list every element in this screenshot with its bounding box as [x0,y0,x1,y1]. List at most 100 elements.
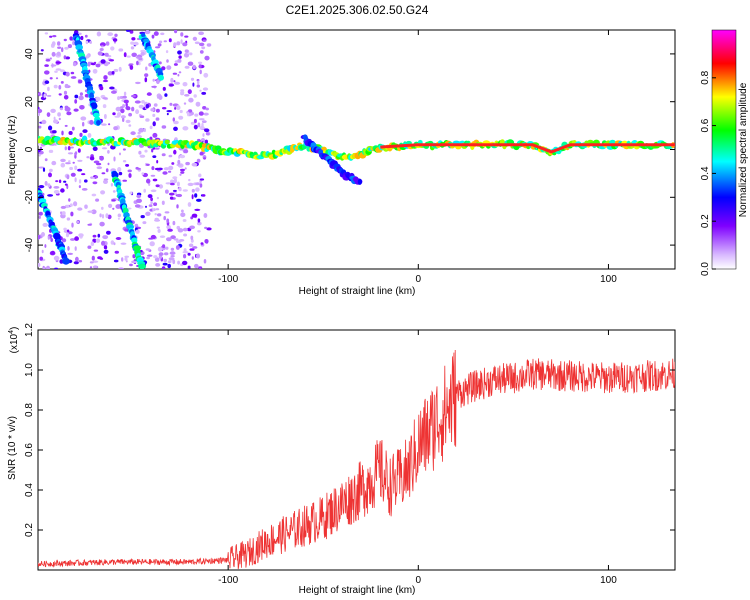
noise-cell [45,59,51,62]
noise-cell [196,84,200,88]
noise-cell [130,41,135,45]
noise-cell [103,249,109,254]
ridge-cell [75,44,83,51]
noise-cell [52,130,57,134]
noise-cell [84,204,88,209]
spectrogram-x-tick-label: 0 [416,274,422,285]
noise-cell [89,40,92,44]
noise-cell [151,148,154,153]
noise-cell [44,158,48,162]
noise-cell [107,150,110,154]
noise-cell [169,192,175,196]
noise-cell [194,208,201,211]
noise-cell [187,265,191,269]
noise-cell [74,99,78,104]
noise-cell [89,266,93,269]
noise-cell [159,235,166,238]
noise-cell [150,189,157,193]
noise-cell [135,229,140,234]
ridge-cell [91,103,98,109]
noise-cell [99,48,104,51]
noise-cell [146,254,153,257]
noise-cell [180,171,185,174]
noise-cell [87,223,92,226]
ridge-cell [357,178,362,185]
noise-cell [167,228,173,232]
spectrogram-y-tick-label: 20 [24,96,35,108]
noise-cell [51,41,56,47]
noise-cell [46,265,50,269]
noise-cell [78,32,82,35]
noise-cell [61,211,66,216]
noise-cell [157,213,162,217]
noise-cell [180,39,183,44]
noise-cell [202,106,207,110]
noise-cell [60,81,64,84]
noise-cell [115,237,122,240]
noise-cell [47,194,54,197]
ridge-cell [158,74,164,81]
noise-cell [205,132,210,136]
noise-cell [80,35,84,41]
noise-cell [151,85,158,88]
spectrogram-x-label: Height of straight line (km) [299,286,416,297]
noise-cell [70,172,76,177]
noise-cell [70,146,74,149]
noise-cell [146,163,150,166]
noise-cell [152,78,155,82]
noise-cell [38,211,43,216]
noise-cell [182,42,188,47]
noise-cell [177,260,181,265]
noise-cell [63,227,67,231]
noise-cell [55,180,59,183]
noise-cell [44,32,49,35]
noise-cell [150,197,154,201]
noise-cell [172,220,176,226]
noise-cell [198,173,202,178]
noise-cell [178,55,182,59]
noise-cell [152,121,156,127]
noise-cell [204,239,209,244]
noise-cell [128,112,133,117]
noise-cell [66,174,70,180]
snr-y-tick-label: 0.4 [24,483,35,497]
noise-cell [166,218,170,224]
noise-cell [55,68,62,71]
noise-cell [146,256,151,260]
noise-cell [103,75,108,80]
noise-cell [104,52,109,57]
noise-cell [123,99,129,104]
noise-cell [156,160,159,164]
noise-cell [122,95,127,99]
noise-cell [176,181,180,187]
noise-cell [180,212,186,218]
noise-cell [161,153,166,157]
noise-cell [177,58,182,63]
noise-cell [170,255,175,258]
noise-cell [172,117,175,122]
noise-cell [63,38,67,42]
noise-cell [134,223,139,228]
noise-cell [189,248,195,251]
noise-cell [166,65,172,70]
noise-cell [198,118,205,121]
noise-cell [156,226,160,229]
noise-cell [120,108,125,114]
noise-cell [71,126,75,131]
noise-cell [63,55,67,60]
spectrogram-y-tick-label: 0 [24,146,35,152]
noise-cell [173,126,178,131]
noise-cell [40,49,44,52]
noise-cell [78,95,84,101]
noise-cell [134,100,141,104]
noise-cell [66,229,70,233]
noise-cell [174,107,177,110]
noise-cell [67,44,72,49]
noise-cell [85,40,89,45]
noise-cell [190,121,196,125]
noise-cell [182,126,189,131]
ridge-cell [49,221,55,227]
noise-cell [202,39,207,42]
noise-cell [110,240,115,245]
